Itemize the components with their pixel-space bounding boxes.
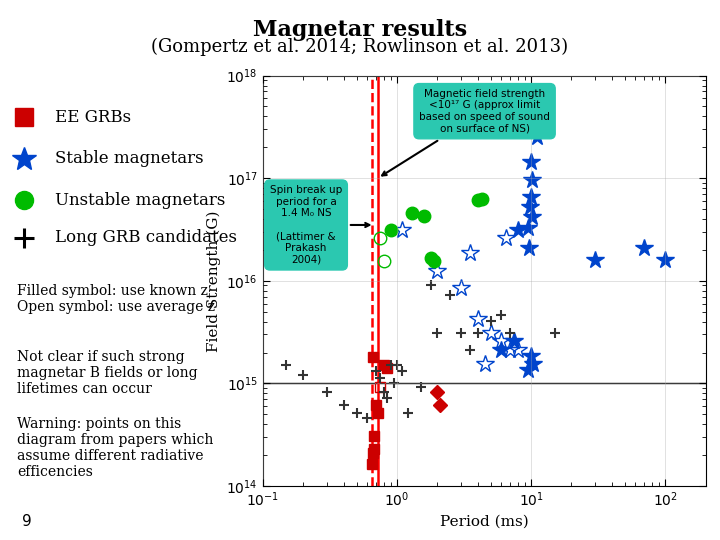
Text: Magnetic field strength
<10¹⁷ G (approx limit
based on speed of sound
on surface: Magnetic field strength <10¹⁷ G (approx … [382,89,550,176]
Text: Not clear if such strong
magnetar B fields or long
lifetimes can occur: Not clear if such strong magnetar B fiel… [17,350,197,396]
Y-axis label: Field Strength (G): Field Strength (G) [207,210,221,352]
Text: 9: 9 [22,515,32,530]
Text: Unstable magnetars: Unstable magnetars [55,192,226,209]
Text: (Gompertz et al. 2014; Rowlinson et al. 2013): (Gompertz et al. 2014; Rowlinson et al. … [151,38,569,56]
Text: Warning: points on this
diagram from papers which
assume different radiative
eff: Warning: points on this diagram from pap… [17,416,213,479]
Text: EE GRBs: EE GRBs [55,109,132,126]
Text: Long GRB candidates: Long GRB candidates [55,230,238,246]
X-axis label: Period (ms): Period (ms) [440,515,528,529]
Text: Filled symbol: use known z
Open symbol: use average z: Filled symbol: use known z Open symbol: … [17,284,215,314]
Text: Magnetar results: Magnetar results [253,19,467,41]
Text: Stable magnetars: Stable magnetars [55,150,204,167]
Text: Spin break up
period for a
1.4 M₀ NS

(Lattimer &
Prakash
2004): Spin break up period for a 1.4 M₀ NS (La… [270,185,369,265]
